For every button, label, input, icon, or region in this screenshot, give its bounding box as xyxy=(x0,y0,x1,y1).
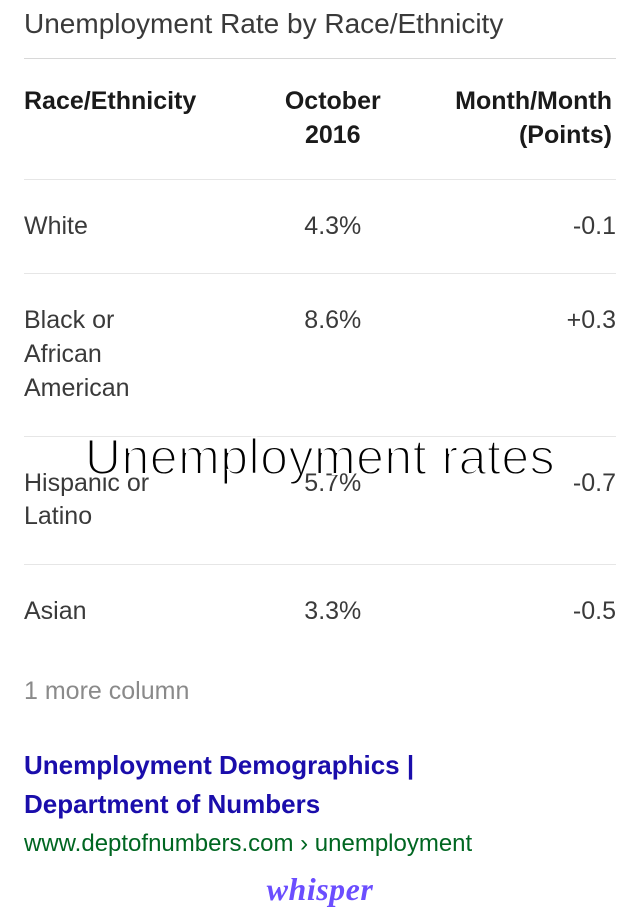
search-result-title[interactable]: Unemployment Demographics | Department o… xyxy=(24,746,616,830)
data-table: Race/Ethnicity October 2016 Month/Month … xyxy=(24,59,616,659)
col-header-race: Race/Ethnicity xyxy=(24,59,243,179)
table-row: Black orAfricanAmerican 8.6% +0.3 xyxy=(24,274,616,436)
card-title: Unemployment Rate by Race/Ethnicity xyxy=(24,0,616,58)
table-header-row: Race/Ethnicity October 2016 Month/Month … xyxy=(24,59,616,179)
whisper-brand: whisper xyxy=(0,871,640,908)
cell-delta: -0.7 xyxy=(427,436,616,565)
cell-value: 8.6% xyxy=(243,274,427,436)
cell-value: 5.7% xyxy=(243,436,427,565)
table-row: Asian 3.3% -0.5 xyxy=(24,565,616,659)
cell-label: Hispanic orLatino xyxy=(24,436,243,565)
cell-label: Asian xyxy=(24,565,243,659)
col-header-period: October 2016 xyxy=(243,59,427,179)
col-header-delta: Month/Month (Points) xyxy=(427,59,616,179)
cell-label: Black orAfricanAmerican xyxy=(24,274,243,436)
more-columns-hint[interactable]: 1 more column xyxy=(24,659,616,746)
search-result-url[interactable]: www.deptofnumbers.com › unemployment xyxy=(24,830,616,858)
table-row: Hispanic orLatino 5.7% -0.7 xyxy=(24,436,616,565)
cell-delta: -0.1 xyxy=(427,179,616,274)
cell-delta: +0.3 xyxy=(427,274,616,436)
table-row: White 4.3% -0.1 xyxy=(24,179,616,274)
cell-delta: -0.5 xyxy=(427,565,616,659)
table-body: White 4.3% -0.1 Black orAfricanAmerican … xyxy=(24,179,616,659)
cell-label: White xyxy=(24,179,243,274)
cell-value: 4.3% xyxy=(243,179,427,274)
cell-value: 3.3% xyxy=(243,565,427,659)
